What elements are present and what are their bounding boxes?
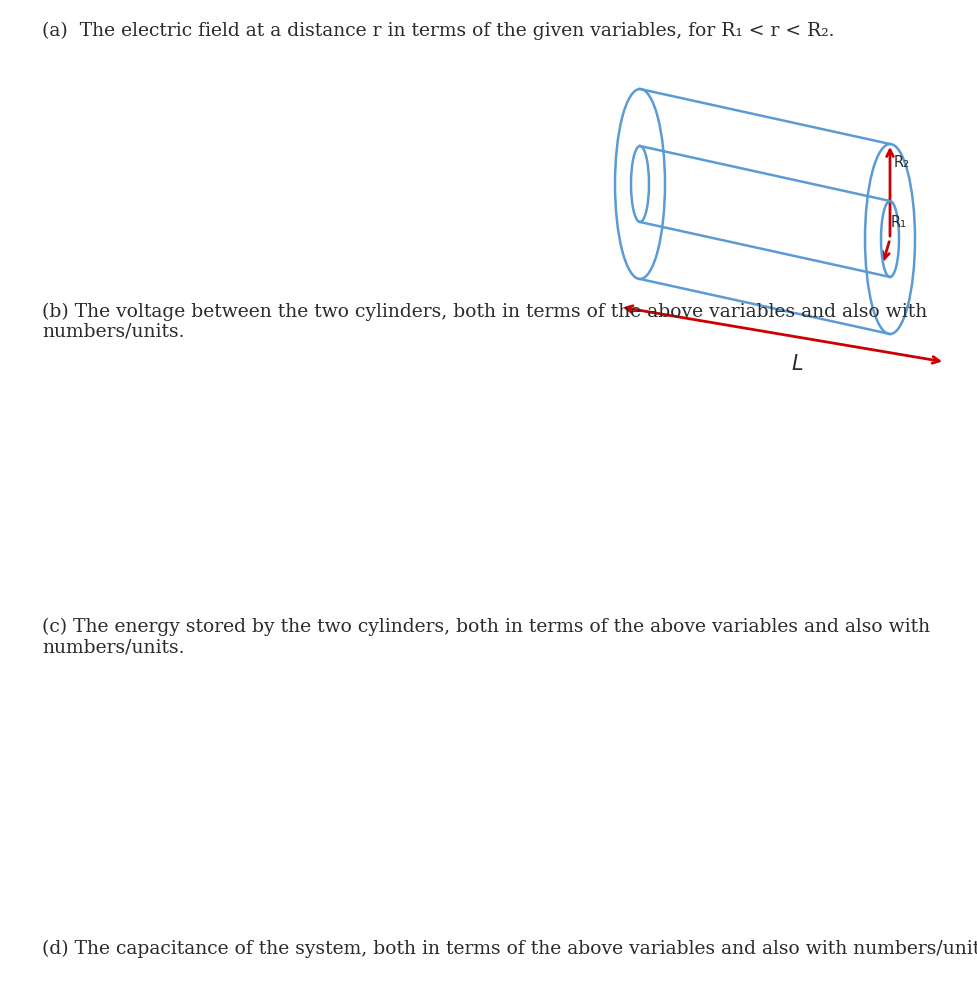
Text: (b) The voltage between the two cylinders, both in terms of the above variables : (b) The voltage between the two cylinder… <box>42 303 927 321</box>
Text: R₂: R₂ <box>894 154 911 170</box>
Text: (a)  The electric field at a distance r in terms of the given variables, for R₁ : (a) The electric field at a distance r i… <box>42 22 834 40</box>
Text: R₁: R₁ <box>891 215 907 230</box>
Text: numbers/units.: numbers/units. <box>42 323 185 341</box>
Text: (d) The capacitance of the system, both in terms of the above variables and also: (d) The capacitance of the system, both … <box>42 939 977 957</box>
Text: numbers/units.: numbers/units. <box>42 637 185 655</box>
Text: L: L <box>791 353 803 373</box>
Text: (c) The energy stored by the two cylinders, both in terms of the above variables: (c) The energy stored by the two cylinde… <box>42 618 930 636</box>
